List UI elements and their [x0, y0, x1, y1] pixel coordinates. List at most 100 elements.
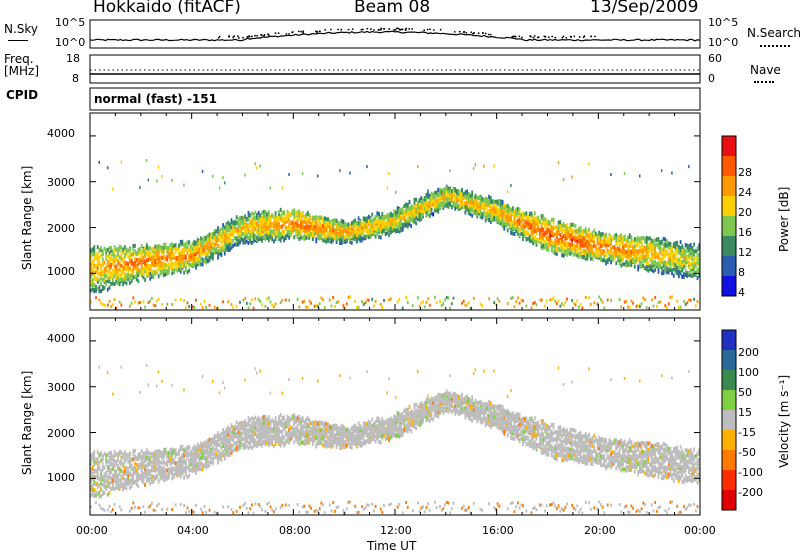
power-cell	[295, 225, 297, 230]
power-cell	[271, 303, 274, 307]
power-cell	[545, 229, 548, 234]
power-cell	[432, 202, 435, 207]
nsky-dot	[302, 31, 304, 34]
power-cell	[383, 214, 385, 219]
power-cell	[479, 302, 482, 306]
power-cell	[222, 239, 224, 243]
power-cell	[428, 193, 431, 198]
power-cell	[300, 230, 302, 235]
power-cell	[93, 245, 96, 250]
power-cell	[472, 166, 475, 170]
power-cell	[130, 261, 133, 266]
power-cell	[323, 236, 326, 241]
velocity-cell	[123, 457, 126, 462]
power-cell	[347, 295, 350, 299]
power-cell	[203, 237, 206, 242]
power-cell	[357, 233, 360, 238]
power-cell	[373, 221, 375, 226]
power-cell	[293, 208, 296, 213]
power-cell	[276, 226, 279, 231]
power-cell	[503, 205, 506, 210]
power-cell	[120, 245, 123, 250]
power-cell	[178, 243, 180, 248]
velocity-cell	[117, 455, 119, 460]
power-cell	[184, 254, 187, 259]
power-cell	[456, 197, 458, 202]
power-cell	[305, 233, 307, 238]
power-cell	[252, 236, 255, 241]
power-cell	[340, 239, 343, 244]
power-cell	[517, 210, 519, 215]
power-cell	[498, 218, 501, 223]
power-cell	[96, 280, 99, 284]
power-cell	[308, 299, 311, 303]
power-cell	[405, 218, 407, 223]
nsky-dot	[423, 29, 426, 32]
power-cell	[157, 266, 160, 271]
nsky-dot	[251, 35, 253, 38]
velocity-cell	[101, 465, 104, 470]
power-cell	[181, 247, 184, 252]
power-cell	[489, 209, 492, 214]
nsky-dot	[590, 35, 593, 38]
power-cell	[154, 304, 157, 308]
power-cell	[373, 217, 375, 222]
power-cell	[174, 263, 177, 268]
power-cell	[190, 257, 192, 262]
power-cell	[435, 301, 438, 304]
power-cell	[230, 220, 233, 225]
power-cell	[110, 248, 113, 253]
nsky-dot	[462, 31, 465, 33]
velocity-cell	[125, 486, 128, 491]
power-cell	[222, 226, 224, 231]
power-cell	[359, 223, 362, 227]
power-cell	[418, 304, 421, 308]
power-cell	[208, 232, 211, 237]
power-cell	[249, 213, 252, 218]
power-cell	[447, 201, 450, 206]
power-cell	[339, 221, 341, 226]
power-cell	[572, 244, 575, 249]
power-cell	[261, 211, 263, 216]
power-cell	[539, 228, 541, 233]
power-cell	[393, 223, 396, 228]
power-cell	[256, 230, 258, 234]
power-cell	[552, 232, 555, 237]
power-cell	[388, 298, 390, 302]
power-cell	[223, 233, 226, 238]
power-cell	[162, 249, 165, 254]
power-cell	[227, 220, 230, 225]
power-cell	[430, 211, 433, 216]
velocity-cell	[118, 449, 121, 454]
power-cell	[318, 227, 321, 232]
power-cell	[386, 186, 388, 190]
power-cell	[405, 209, 407, 214]
power-cell	[567, 251, 570, 256]
power-cell	[281, 186, 283, 190]
velocity-cell	[132, 501, 135, 505]
power-cell	[378, 223, 380, 228]
power-cell	[179, 242, 182, 247]
power-cell	[115, 273, 118, 277]
power-cell	[159, 265, 162, 270]
power-cell	[266, 221, 268, 226]
power-cell	[556, 229, 558, 234]
nsky-dot	[458, 30, 461, 33]
power-cell	[129, 304, 131, 308]
power-cell	[298, 305, 301, 309]
power-cell	[110, 252, 113, 257]
power-cell	[539, 298, 541, 302]
power-cell	[288, 211, 291, 216]
power-cell	[352, 219, 355, 224]
velocity-cell	[113, 459, 116, 464]
power-cell	[528, 221, 531, 226]
power-cell	[183, 264, 185, 268]
power-cell	[301, 172, 304, 175]
power-cell	[464, 303, 467, 307]
power-cell	[367, 219, 370, 224]
power-cell	[318, 224, 321, 229]
power-cell	[318, 217, 321, 222]
power-cell	[118, 278, 121, 282]
power-cell	[547, 247, 550, 252]
